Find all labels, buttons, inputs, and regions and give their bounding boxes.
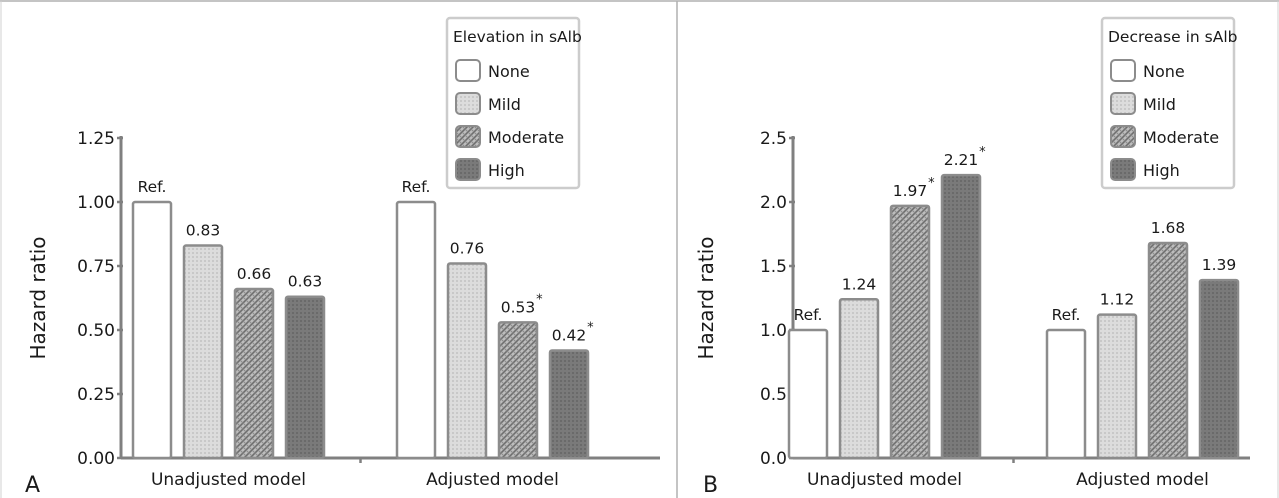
bar-mild-unadjusted [838, 298, 880, 460]
y-tick-label: 1.5 [760, 257, 787, 277]
panel-a: 0.00 0.25 0.50 0.75 1.00 1.25 Hazard ratio Ref.… [25, 16, 660, 498]
bar-high-adjusted [548, 349, 590, 460]
bar-none-adjusted [1045, 328, 1087, 460]
y-tick-label: 0.5 [760, 385, 787, 405]
y-tick-label: 0.00 [77, 449, 115, 469]
significance-marker: * [979, 145, 986, 160]
legend-item-label: Mild [488, 95, 521, 114]
y-tick-label: 1.25 [77, 129, 115, 149]
legend-swatch-none [455, 59, 481, 82]
y-axis-label: Hazard ratio [694, 236, 718, 359]
legend-item-label: Moderate [1143, 128, 1219, 147]
data-label: 0.42 [552, 326, 587, 344]
y-tick-label: 0.25 [77, 385, 115, 405]
x-category-label: Adjusted model [1076, 470, 1209, 490]
bar-moderate-unadjusted [233, 287, 275, 460]
legend-swatch-moderate [455, 125, 481, 148]
bar-none-unadjusted [131, 200, 173, 460]
y-tick-label: 1.0 [760, 321, 787, 341]
data-label: 2.21 [944, 151, 979, 169]
x-category-label: Unadjusted model [151, 470, 306, 490]
legend-item-label: None [488, 62, 530, 81]
significance-marker: * [928, 176, 935, 191]
panel-b: 0.0 0.5 1.0 1.5 2.0 2.5 Hazard ratio Ref. 1.24 1.… [694, 16, 1250, 498]
bar-moderate-adjusted [1147, 241, 1189, 460]
bar-high-unadjusted [940, 173, 982, 460]
bar-high-adjusted [1198, 278, 1240, 460]
data-label: 1.68 [1151, 219, 1186, 237]
bar-moderate-adjusted [497, 321, 539, 460]
data-label: 1.12 [1100, 291, 1135, 309]
legend-item-label: Mild [1143, 95, 1176, 114]
bar-none-unadjusted [787, 328, 829, 460]
y-tick-label: 0.0 [760, 449, 787, 469]
data-label: Ref. [1052, 306, 1081, 324]
panel-label: A [25, 473, 40, 498]
x-category-label: Adjusted model [426, 470, 559, 490]
data-label: 0.66 [237, 265, 272, 283]
significance-marker: * [536, 292, 543, 307]
legend-swatch-high [455, 158, 481, 181]
y-tick-label: 1.00 [77, 193, 115, 213]
y-axis-label: Hazard ratio [26, 236, 50, 359]
legend-title: Elevation in sAlb [453, 28, 582, 46]
data-label: 1.39 [1202, 256, 1237, 274]
data-label: Ref. [138, 178, 167, 196]
data-label: 1.24 [842, 275, 877, 293]
data-label: 1.97 [893, 182, 928, 200]
bar-mild-adjusted [1096, 313, 1138, 460]
legend-swatch-high [1110, 158, 1136, 181]
panel-label: B [703, 473, 718, 498]
bar-mild-adjusted [446, 262, 488, 460]
legend-item-label: Moderate [488, 128, 564, 147]
bar-none-adjusted [395, 200, 437, 460]
significance-marker: * [587, 320, 594, 335]
legend-swatch-none [1110, 59, 1136, 82]
y-tick-label: 2.5 [760, 129, 787, 149]
data-label: 0.53 [501, 298, 536, 316]
bar-mild-unadjusted [182, 244, 224, 460]
legend-item-label: High [1143, 161, 1180, 180]
data-label: Ref. [402, 178, 431, 196]
legend-title: Decrease in sAlb [1108, 28, 1237, 46]
data-label: 0.63 [288, 273, 323, 291]
legend-swatch-mild [1110, 92, 1136, 115]
legend-swatch-mild [455, 92, 481, 115]
legend-item-label: High [488, 161, 525, 180]
x-category-label: Unadjusted model [807, 470, 962, 490]
legend-item-label: None [1143, 62, 1185, 81]
y-tick-label: 0.75 [77, 257, 115, 277]
legend-swatch-moderate [1110, 125, 1136, 148]
bar-high-unadjusted [284, 295, 326, 460]
y-tick-label: 0.50 [77, 321, 115, 341]
bar-moderate-unadjusted [889, 204, 931, 460]
data-label: 0.83 [186, 222, 221, 240]
y-tick-label: 2.0 [760, 193, 787, 213]
data-label: Ref. [794, 306, 823, 324]
data-label: 0.76 [450, 239, 485, 257]
